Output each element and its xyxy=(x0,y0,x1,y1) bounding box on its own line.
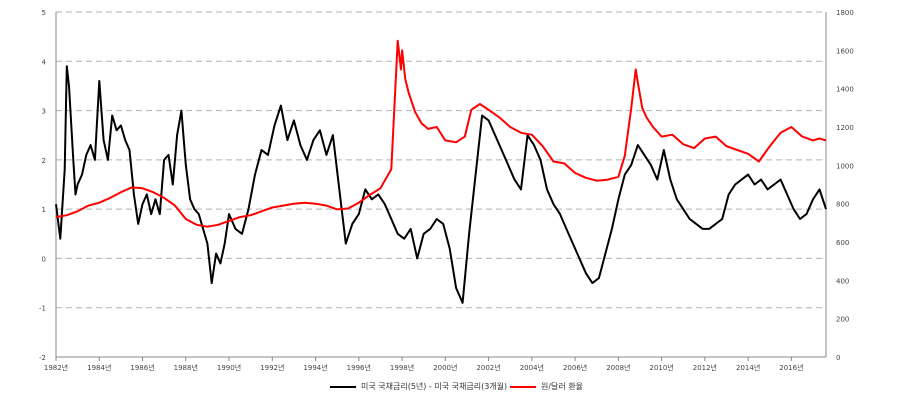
x-tick-label: 2008년 xyxy=(606,363,630,372)
x-tick-label: 1990년 xyxy=(217,363,241,372)
left-tick-label: 4 xyxy=(42,58,47,66)
legend-item-fx: 원/달러 환율 xyxy=(510,381,583,392)
x-tick-label: 2016년 xyxy=(779,363,803,372)
x-tick-label: 1982년 xyxy=(44,363,68,372)
x-tick-label: 1992년 xyxy=(260,363,284,372)
right-tick-label: 1600 xyxy=(836,47,854,55)
legend-swatch-spread xyxy=(330,385,356,388)
legend-item-spread: 미국 국채금리(5년) - 미국 국채금리(3개월) xyxy=(330,381,507,392)
left-tick-label: 2 xyxy=(42,157,46,165)
right-tick-label: 1200 xyxy=(836,124,854,132)
right-tick-label: 400 xyxy=(836,277,849,285)
x-axis-tick-labels: 1982년 1984년 1986년 1988년 1990년 1992년 1994년 1996년… xyxy=(44,363,804,372)
x-tick-label: 1988년 xyxy=(174,363,198,372)
left-tick-label: 0 xyxy=(42,255,46,263)
right-tick-label: 1400 xyxy=(836,86,854,94)
x-tick-label: 2006년 xyxy=(563,363,587,372)
axes xyxy=(55,12,827,361)
series-line-spread xyxy=(55,65,827,304)
x-tick-label: 2002년 xyxy=(476,363,500,372)
right-tick-label: 1000 xyxy=(836,162,854,170)
chart: -2 -1 0 1 2 3 4 5 0 200 400 600 800 1000 1200 1400 1600… xyxy=(39,9,854,372)
x-tick-label: 2000년 xyxy=(433,363,457,372)
grid-lines xyxy=(56,11,826,358)
legend-swatch-fx xyxy=(510,385,536,388)
x-tick-label: 1996년 xyxy=(347,363,371,372)
left-tick-label: -2 xyxy=(39,354,46,362)
legend-label-fx: 원/달러 환율 xyxy=(541,382,584,391)
x-tick-label: 2012년 xyxy=(693,363,717,372)
left-tick-label: 1 xyxy=(42,206,46,214)
x-tick-label: 2014년 xyxy=(736,363,760,372)
x-tick-label: 1994년 xyxy=(303,363,327,372)
x-tick-label: 1998년 xyxy=(390,363,414,372)
right-tick-label: 800 xyxy=(836,201,849,209)
right-tick-label: 1800 xyxy=(836,9,854,17)
x-tick-label: 1986년 xyxy=(130,363,154,372)
x-tick-label: 2004년 xyxy=(520,363,544,372)
right-axis-tick-labels: 0 200 400 600 800 1000 1200 1400 1600 1800 xyxy=(836,9,854,362)
left-tick-label: 5 xyxy=(42,9,46,17)
legend-label-spread: 미국 국채금리(5년) - 미국 국채금리(3개월) xyxy=(361,382,508,391)
right-tick-label: 0 xyxy=(836,354,840,362)
series-line-fx xyxy=(55,39,827,228)
legend: 미국 국채금리(5년) - 미국 국채금리(3개월) 원/달러 환율 xyxy=(0,381,903,397)
right-tick-label: 200 xyxy=(836,316,849,324)
x-tick-label: 1984년 xyxy=(87,363,111,372)
left-axis-tick-labels: -2 -1 0 1 2 3 4 5 xyxy=(39,9,47,362)
right-tick-label: 600 xyxy=(836,239,849,247)
series-lines xyxy=(55,39,827,304)
left-tick-label: -1 xyxy=(39,305,46,313)
left-tick-label: 3 xyxy=(42,108,46,116)
x-tick-label: 2010년 xyxy=(649,363,673,372)
